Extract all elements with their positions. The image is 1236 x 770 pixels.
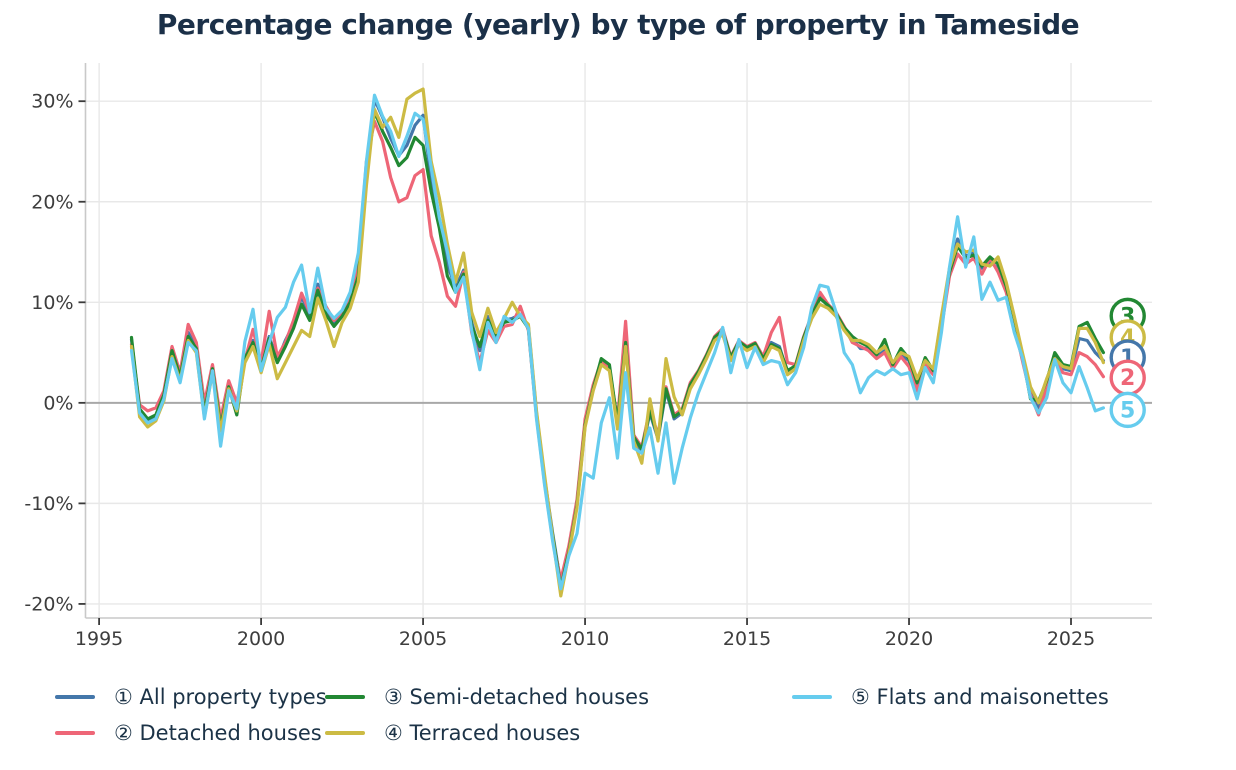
legend-label: ② Detached houses <box>114 721 322 745</box>
chart-title: Percentage change (yearly) by type of pr… <box>156 8 1080 41</box>
series-line-1 <box>129 97 1106 586</box>
legend-swatch-flats-and-maisonettes <box>792 695 832 699</box>
series-line-4 <box>129 87 1106 598</box>
y-axis-tick-label: 30% <box>31 91 73 113</box>
y-axis-tick-label: 0% <box>43 392 73 414</box>
legend-item-flats-and-maisonettes: ⑤ Flats and maisonettes <box>792 685 1109 709</box>
series-line-5 <box>129 93 1106 591</box>
y-axis-tick-label: 10% <box>31 292 73 314</box>
legend-swatch-semi-detached-houses <box>325 695 365 699</box>
legend-item-detached-houses: ② Detached houses <box>55 721 325 745</box>
series-line-2 <box>129 119 1106 582</box>
legend-label: ⑤ Flats and maisonettes <box>851 685 1109 709</box>
legend-item-all-property-types: ① All property types <box>55 685 327 709</box>
end-marker-number-5: 5 <box>1120 398 1135 423</box>
y-axis-tick-label: -20% <box>24 593 73 615</box>
y-axis-tick-label: 20% <box>31 191 73 213</box>
legend-label: ① All property types <box>114 685 327 709</box>
legend-swatch-all-property-types <box>55 695 95 699</box>
x-axis-tick-label: 2020 <box>885 628 933 650</box>
legend-label: ④ Terraced houses <box>384 721 581 745</box>
legend-label: ③ Semi-detached houses <box>384 685 650 709</box>
x-axis-tick-label: 2015 <box>723 628 771 650</box>
legend-swatch-detached-houses <box>55 731 95 735</box>
legend-item-terraced-houses: ④ Terraced houses <box>325 721 792 745</box>
x-axis-tick-label: 2000 <box>237 628 285 650</box>
legend-swatch-terraced-houses <box>325 731 365 735</box>
legend-item-semi-detached-houses: ③ Semi-detached houses <box>325 685 792 709</box>
end-marker-number-2: 2 <box>1120 366 1135 391</box>
x-axis-tick-label: 1995 <box>75 628 123 650</box>
x-axis-tick-label: 2025 <box>1047 628 1095 650</box>
axes: 1995 2000 2005 2010 2015 2020 2025 30% 20% 10% 0% -… <box>24 63 1152 650</box>
x-axis-tick-label: 2010 <box>561 628 609 650</box>
end-marker-circle-5 <box>1109 391 1146 429</box>
x-axis-tick-label: 2005 <box>399 628 447 650</box>
legend: ① All property types ② Detached houses ③… <box>55 679 1109 751</box>
y-axis-tick-label: -10% <box>24 493 73 515</box>
